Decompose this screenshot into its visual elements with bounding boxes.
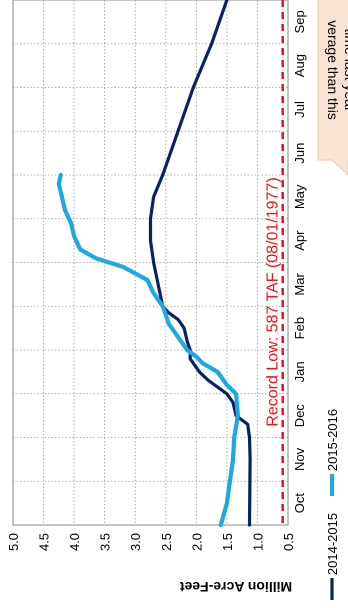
month-tick-label: Jul: [292, 101, 307, 118]
value-tick-label: 2.0: [189, 533, 204, 551]
value-tick-label: 3.0: [128, 533, 143, 551]
value-tick-label: 4.0: [67, 533, 82, 551]
callout-line: time last year: [342, 28, 348, 112]
month-tick-labels: Oct Nov Dec Jan Feb Mar Apr May Jun Jul Aug Sep: [292, 10, 307, 513]
series-line-2015-2016: [56, 172, 240, 528]
legend: 2014-2015 2015-2016: [325, 409, 340, 600]
plot-frame: [12, 0, 289, 526]
month-tick-label: Apr: [292, 230, 307, 251]
value-tick-label: 5.0: [6, 533, 21, 551]
month-tick-label: Jun: [292, 143, 307, 164]
series-lines: [56, 0, 252, 528]
month-tick-label: Oct: [292, 493, 307, 514]
month-tick-label: Nov: [292, 447, 307, 471]
value-tick-label: 3.5: [98, 533, 113, 551]
month-tick-label: Jan: [292, 361, 307, 382]
value-tick-label: 1.0: [250, 533, 265, 551]
month-tick-label: Sep: [292, 10, 307, 33]
legend-label: 2014-2015: [325, 513, 340, 575]
legend-label: 2015-2016: [325, 409, 340, 471]
month-tick-label: Dec: [292, 404, 307, 428]
month-tick-label: Mar: [292, 273, 307, 296]
month-tick-label: Aug: [292, 54, 307, 77]
value-tick-label: 2.5: [159, 533, 174, 551]
value-tick-label: 4.5: [37, 533, 52, 551]
month-tick-label: Feb: [292, 317, 307, 339]
callout-box: verage than this time last year: [317, 0, 348, 176]
month-tick-label: May: [292, 184, 307, 209]
value-tick-label: 0.5: [281, 533, 296, 551]
chart-gridlines: [13, 0, 288, 525]
record-low-label: Record Low: 587 TAF (08/01/1977): [265, 177, 282, 426]
value-tick-label: 1.5: [220, 533, 235, 551]
record-low-reference: Record Low: 587 TAF (08/01/1977): [265, 0, 284, 525]
value-axis-label: Million Acre-Feet: [180, 579, 293, 595]
value-tick-labels: 0.5 1.0 1.5 2.0 2.5 3.0 3.5 4.0 4.5 5.0: [6, 533, 296, 551]
callout-shape: [317, 0, 348, 176]
callout-line: verage than this: [325, 20, 341, 120]
